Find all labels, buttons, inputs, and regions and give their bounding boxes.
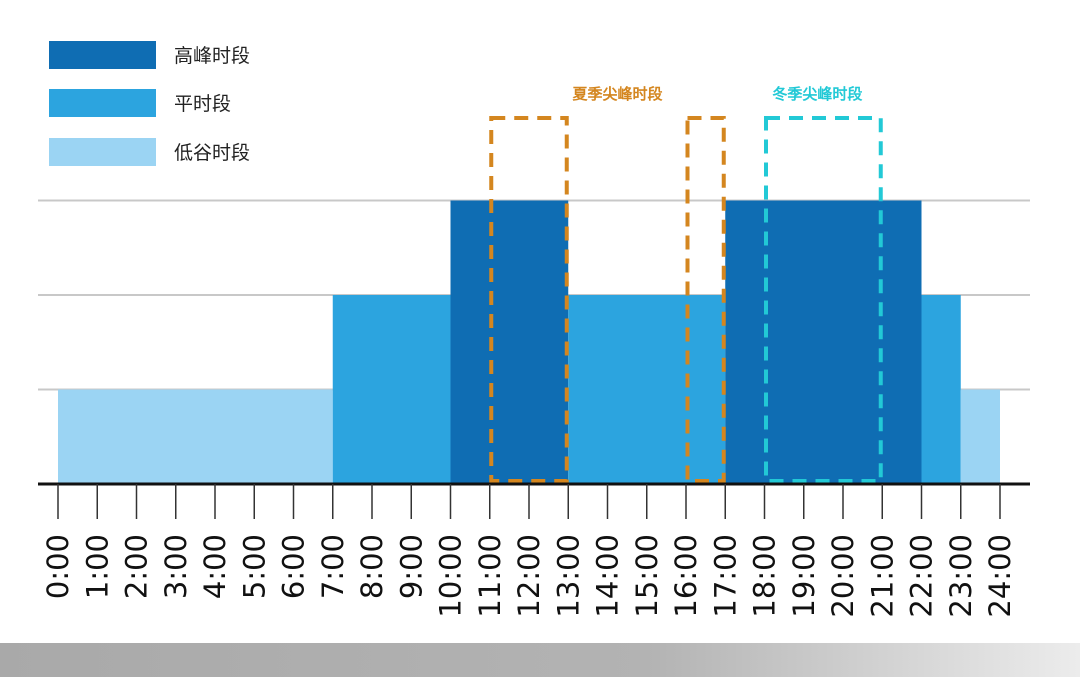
x-tick-label-10: 10:00 (434, 534, 468, 618)
bar-flat-13-17 (568, 295, 726, 484)
legend: 高峰时段 平时段 低谷时段 (49, 41, 250, 166)
x-tick-label-13: 13:00 (551, 534, 585, 618)
x-tick-label-21: 21:00 (865, 534, 899, 618)
annotation-box-0-1 (685, 116, 726, 483)
x-tick-label-18: 18:00 (748, 534, 782, 618)
x-tick-label-4: 4:00 (198, 534, 232, 599)
annotation-box-1-0 (764, 116, 883, 483)
legend-label-flat: 平时段 (174, 93, 231, 115)
x-tick-label-23: 23:00 (944, 534, 978, 618)
legend-swatch-flat (49, 89, 156, 117)
annotations: 夏季尖峰时段 冬季尖峰时段 (489, 85, 883, 483)
legend-swatch-valley (49, 138, 156, 166)
x-tick-label-8: 8:00 (355, 534, 389, 599)
x-axis: 0:00 1:00 2:00 3:00 4:00 5:00 6:00 7:00 8:00 9:00… (38, 482, 1030, 618)
x-tick-label-6: 6:00 (277, 534, 311, 599)
x-tick-label-11: 11:00 (473, 534, 507, 618)
x-tick-label-20: 20:00 (826, 534, 860, 618)
x-tick-label-2: 2:00 (120, 534, 154, 599)
annotation-label-1: 冬季尖峰时段 (772, 85, 862, 103)
legend-label-peak: 高峰时段 (174, 45, 250, 67)
x-tick-label-1: 1:00 (80, 534, 114, 599)
legend-item-valley: 低谷时段 (49, 138, 250, 166)
bar-flat-22-23 (921, 295, 961, 484)
legend-swatch-peak (49, 41, 156, 69)
bars (58, 200, 1000, 484)
x-tick-label-22: 22:00 (905, 534, 939, 618)
legend-label-valley: 低谷时段 (174, 142, 250, 164)
x-tick-label-15: 15:00 (630, 534, 664, 618)
bar-peak-10-13 (450, 200, 569, 484)
bottom-band (0, 643, 1080, 677)
bar-peak-17-22 (725, 200, 922, 484)
x-tick-label-9: 9:00 (394, 534, 428, 599)
legend-item-flat: 平时段 (49, 89, 231, 117)
bar-valley-23-24 (960, 389, 1000, 484)
x-tick-label-3: 3:00 (159, 534, 193, 599)
x-tick-label-17: 17:00 (708, 534, 742, 618)
x-tick-label-12: 12:00 (512, 534, 546, 618)
x-tick-label-16: 16:00 (669, 534, 703, 618)
x-tick-label-19: 19:00 (787, 534, 821, 618)
x-tick-label-5: 5:00 (237, 534, 271, 599)
bar-valley-0-7 (58, 389, 333, 484)
legend-item-peak: 高峰时段 (49, 41, 250, 69)
x-tick-label-24: 24:00 (983, 534, 1017, 618)
annotation-box-0-0 (489, 116, 569, 483)
x-tick-label-14: 14:00 (591, 534, 625, 618)
x-tick-label-0: 0:00 (41, 534, 75, 599)
bar-flat-7-10 (332, 295, 451, 484)
x-tick-label-7: 7:00 (316, 534, 350, 599)
annotation-label-0: 夏季尖峰时段 (571, 85, 662, 103)
